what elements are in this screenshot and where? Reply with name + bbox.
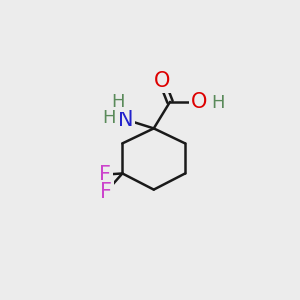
Text: O: O [154, 71, 170, 91]
Text: N: N [118, 110, 134, 130]
Text: F: F [99, 165, 111, 184]
Text: H: H [102, 109, 116, 127]
Text: H: H [211, 94, 224, 112]
Text: O: O [191, 92, 207, 112]
Text: H: H [111, 93, 124, 111]
Text: F: F [100, 182, 112, 202]
